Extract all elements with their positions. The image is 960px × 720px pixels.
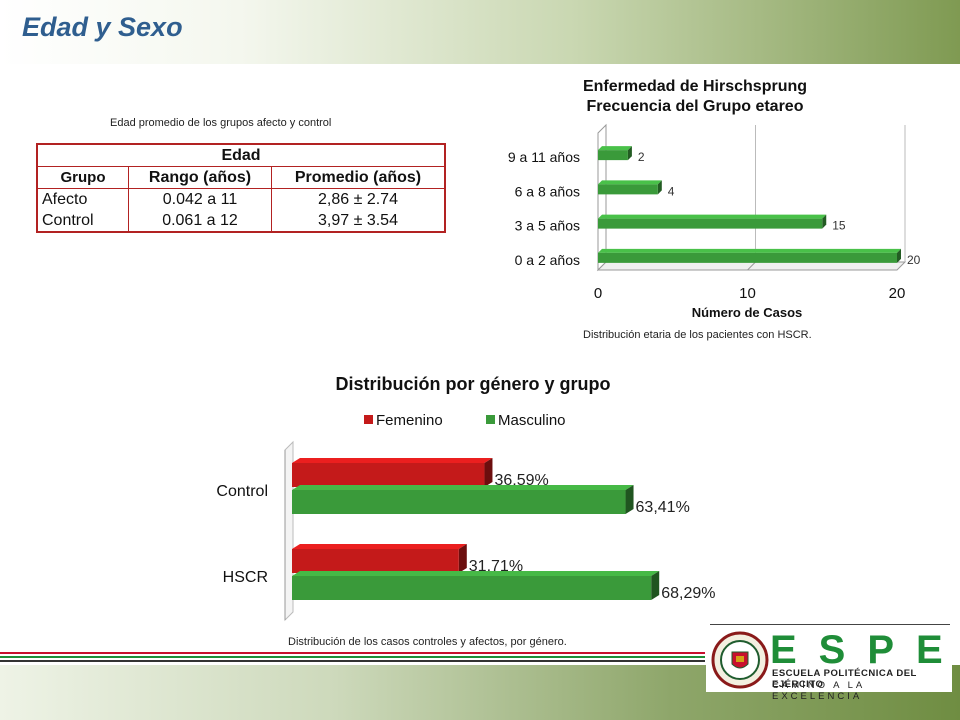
data-label: 20 bbox=[907, 253, 921, 267]
category-label: 3 a 5 años bbox=[515, 218, 580, 234]
axis-label-x: Número de Casos bbox=[692, 305, 803, 320]
table-header-edad: Edad bbox=[37, 144, 445, 167]
data-label: 15 bbox=[832, 219, 846, 233]
bar-top bbox=[598, 180, 662, 185]
chart-title-line: Enfermedad de Hirschsprung bbox=[583, 78, 807, 95]
bar-side bbox=[458, 544, 467, 573]
data-label: 31,71% bbox=[469, 558, 523, 575]
bar-side bbox=[651, 571, 660, 600]
bar-top bbox=[292, 544, 467, 549]
column-header-promedio: Promedio (años) bbox=[271, 166, 445, 189]
logo-word: ESPE bbox=[770, 628, 960, 672]
bar-top bbox=[292, 571, 660, 576]
legend-label: Femenino bbox=[376, 412, 443, 429]
table-header-row: Edad bbox=[37, 144, 445, 167]
table-caption: Edad promedio de los grupos afecto y con… bbox=[110, 117, 332, 129]
logo-line1: ESCUELA POLITÉCNICA DEL EJÉRCITO bbox=[772, 668, 917, 690]
page-title: Edad y Sexo bbox=[22, 12, 183, 42]
bar bbox=[598, 150, 628, 161]
column-header-rango: Rango (años) bbox=[128, 166, 272, 189]
gridline bbox=[747, 261, 756, 271]
crest-icon bbox=[711, 631, 769, 689]
data-label: 63,41% bbox=[636, 499, 690, 516]
bar bbox=[292, 463, 485, 487]
stripe-dark bbox=[0, 660, 705, 662]
logo-line2: CAMINO A LA EXCELENCIA bbox=[772, 680, 865, 702]
bar-side bbox=[657, 180, 662, 195]
category-label: Control bbox=[216, 483, 268, 500]
table-cell: 2,86 ± 2.74 bbox=[318, 190, 398, 208]
bar bbox=[598, 218, 823, 229]
tick-label: 20 bbox=[889, 285, 906, 302]
chart-title: Distribución por género y grupo bbox=[335, 374, 610, 394]
table-cell: 3,97 ± 3.54 bbox=[318, 211, 398, 229]
category-label: HSCR bbox=[223, 569, 268, 586]
bar-top bbox=[598, 146, 632, 151]
category-label: 9 a 11 años bbox=[508, 149, 580, 165]
bar-side bbox=[897, 248, 901, 263]
bar bbox=[292, 549, 459, 573]
chart-title-line: Frecuencia del Grupo etareo bbox=[587, 98, 804, 115]
chart-side-wall bbox=[284, 440, 294, 622]
category-label: 0 a 2 años bbox=[515, 252, 580, 268]
column-header-grupo: Grupo bbox=[37, 166, 129, 189]
bar-top bbox=[292, 458, 493, 463]
logo-divider bbox=[710, 624, 950, 625]
table-row: Control 0.061 a 12 3,97 ± 3.54 bbox=[37, 210, 445, 232]
bar-side bbox=[484, 458, 493, 487]
table-cell: 0.042 a 11 bbox=[128, 188, 272, 210]
bar-top bbox=[598, 214, 827, 219]
legend-swatch bbox=[486, 415, 495, 424]
stripe-red bbox=[0, 652, 705, 654]
data-label: 68,29% bbox=[661, 585, 715, 602]
header-band bbox=[0, 0, 960, 64]
category-label: 6 a 8 años bbox=[515, 183, 580, 199]
legend-swatch bbox=[364, 415, 373, 424]
bar-side bbox=[822, 214, 827, 229]
data-label: 36,59% bbox=[494, 472, 548, 489]
data-label: 4 bbox=[668, 184, 675, 198]
bar-top bbox=[598, 248, 901, 253]
table-cell: Afecto bbox=[37, 188, 129, 210]
chart2-caption: Distribución de los casos controles y af… bbox=[288, 636, 567, 648]
tick-label: 0 bbox=[594, 285, 602, 302]
footer-stripes bbox=[0, 652, 705, 664]
bar bbox=[292, 576, 652, 600]
table-cell: 0.061 a 12 bbox=[128, 210, 272, 232]
stripe-green bbox=[0, 656, 705, 658]
data-label: 2 bbox=[638, 150, 645, 164]
bar bbox=[598, 184, 658, 195]
espe-logo bbox=[706, 626, 952, 692]
chart1-caption: Distribución etaria de los pacientes con… bbox=[583, 329, 812, 341]
tick-label: 10 bbox=[739, 285, 756, 302]
bar bbox=[598, 252, 897, 263]
bar-top bbox=[292, 485, 634, 490]
table-subheader-row: Grupo Rango (años) Promedio (años) bbox=[37, 166, 445, 189]
bar bbox=[292, 490, 626, 514]
table-row: Afecto 0.042 a 11 2,86 ± 2.74 bbox=[37, 188, 445, 210]
bar-side bbox=[627, 146, 632, 161]
legend-label: Masculino bbox=[498, 412, 566, 429]
bar-side bbox=[625, 485, 634, 514]
age-table: Edad Grupo Rango (años) Promedio (años) … bbox=[36, 143, 446, 233]
table-cell: Control bbox=[37, 210, 129, 232]
